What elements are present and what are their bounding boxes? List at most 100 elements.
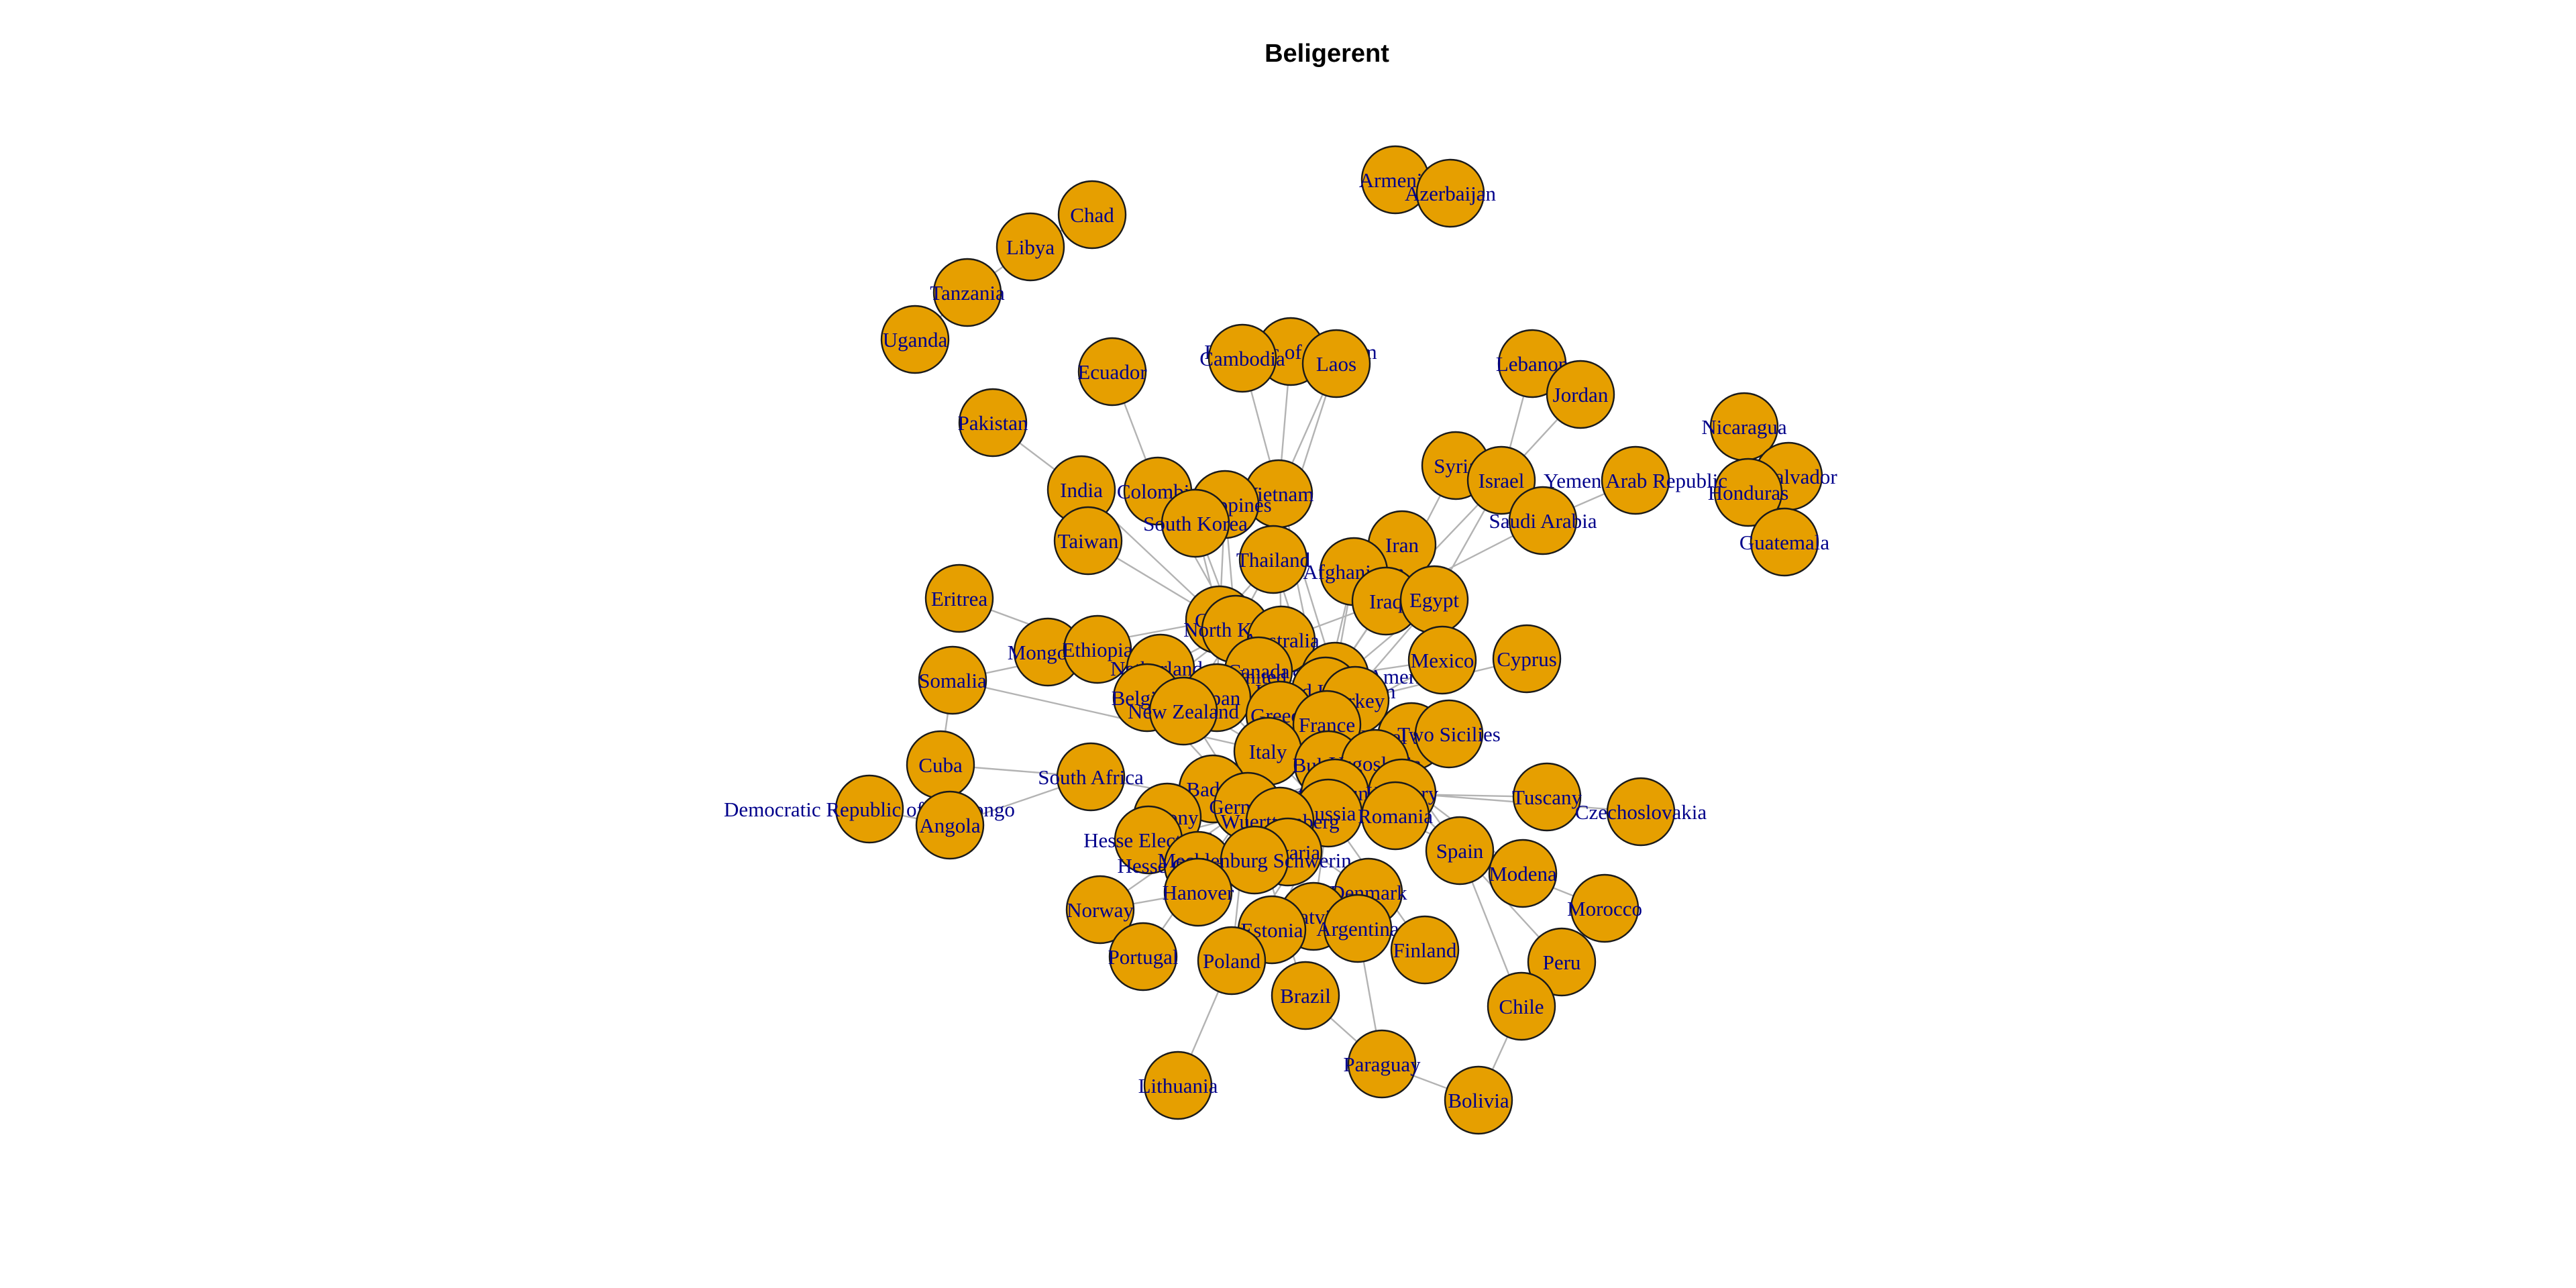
node-label: Lithuania	[1138, 1074, 1218, 1097]
node-spain: Spain	[1425, 816, 1495, 885]
node-circle	[996, 212, 1065, 282]
node-tanzania: Tanzania	[930, 258, 1005, 327]
node-circle	[1056, 742, 1126, 812]
node-label: Jordan	[1553, 383, 1609, 407]
node-label: Guatemala	[1739, 531, 1830, 554]
node-yemen-arab-republic: Yemen Arab Republic	[1544, 445, 1727, 515]
node-iraq: Iraq	[1351, 566, 1421, 636]
node-label: Cambodia	[1199, 347, 1285, 370]
node-ethiopia: Ethiopia	[1062, 614, 1133, 684]
node-peru: Peru	[1527, 927, 1597, 997]
node-guatemala: Guatemala	[1739, 507, 1830, 577]
node-ecuador: Ecuador	[1077, 337, 1147, 407]
node-label: Nicaragua	[1701, 415, 1787, 439]
node-label: Uganda	[883, 328, 948, 352]
node-label: Italy	[1249, 740, 1287, 763]
node-label: Tanzania	[930, 281, 1005, 305]
node-circle	[1063, 614, 1132, 684]
node-label: Spain	[1436, 839, 1484, 863]
node-finland: Finland	[1390, 915, 1460, 985]
node-south-korea: South Korea	[1143, 488, 1248, 558]
node-circle	[1161, 488, 1230, 558]
node-label: Thailand	[1236, 548, 1311, 572]
node-circle	[958, 388, 1028, 458]
node-romania: Romania	[1358, 781, 1433, 851]
node-circle	[880, 305, 950, 374]
node-label: Modena	[1489, 862, 1557, 885]
node-label: Paraguay	[1343, 1053, 1421, 1076]
node-circle	[1323, 894, 1393, 963]
node-label: Eritrea	[931, 587, 988, 610]
node-label: Ecuador	[1077, 360, 1147, 384]
node-label: Hanover	[1163, 881, 1234, 904]
node-cambodia: Cambodia	[1199, 323, 1285, 393]
node-label: Cyprus	[1497, 647, 1557, 671]
node-label: New Zealand	[1128, 700, 1240, 723]
node-label: Israel	[1479, 469, 1525, 492]
node-circle	[1527, 927, 1597, 997]
node-label: Romania	[1358, 804, 1433, 828]
node-circle	[1546, 360, 1615, 429]
node-circle	[1238, 525, 1308, 594]
node-brazil: Brazil	[1271, 961, 1340, 1030]
node-libya: Libya	[996, 212, 1065, 282]
node-circle	[1414, 699, 1484, 769]
node-circle	[1750, 507, 1819, 577]
node-label: Laos	[1316, 352, 1356, 376]
node-mexico: Mexico	[1407, 625, 1477, 695]
node-jordan: Jordan	[1546, 360, 1615, 429]
node-lithuania: Lithuania	[1138, 1051, 1218, 1120]
node-label: Cuba	[918, 753, 963, 777]
node-modena: Modena	[1488, 839, 1558, 908]
node-circle	[1425, 816, 1495, 885]
node-circle	[1053, 506, 1123, 576]
node-circle	[1108, 922, 1178, 991]
node-argentina: Argentina	[1316, 894, 1399, 963]
node-circle	[1197, 926, 1267, 996]
node-circle	[1077, 337, 1147, 407]
node-somalia: Somalia	[918, 645, 987, 715]
node-circle	[1512, 762, 1582, 832]
node-label: Honduras	[1708, 481, 1789, 504]
node-circle	[1487, 971, 1556, 1041]
node-label: Taiwan	[1058, 529, 1119, 553]
node-label: South Africa	[1038, 765, 1144, 789]
node-circle	[835, 774, 904, 844]
node-cyprus: Cyprus	[1492, 624, 1562, 694]
node-circle	[1606, 777, 1676, 847]
node-circle	[1492, 624, 1562, 694]
node-pakistan: Pakistan	[957, 388, 1028, 458]
node-two-sicilies: Two Sicilies	[1397, 699, 1501, 769]
node-label: Morocco	[1567, 897, 1642, 920]
edge-italy-somalia	[952, 679, 1269, 753]
node-circle	[1271, 961, 1340, 1030]
node-circle	[1570, 873, 1640, 943]
node-label: Argentina	[1316, 917, 1399, 941]
node-label: Two Sicilies	[1397, 722, 1501, 746]
node-circle	[1390, 915, 1460, 985]
node-circle	[1208, 323, 1277, 393]
node-circle	[1301, 329, 1371, 398]
node-portugal: Portugal	[1108, 922, 1179, 991]
node-label: South Korea	[1143, 512, 1248, 535]
node-egypt: Egypt	[1399, 565, 1469, 635]
node-laos: Laos	[1301, 329, 1371, 398]
node-label: Iran	[1385, 533, 1419, 557]
node-tuscany: Tuscany	[1512, 762, 1582, 832]
node-uganda: Uganda	[880, 305, 950, 374]
node-bolivia: Bolivia	[1444, 1065, 1513, 1135]
node-circle	[1508, 486, 1578, 555]
node-label: Finland	[1393, 938, 1457, 962]
node-new-zealand: New Zealand	[1128, 676, 1240, 746]
node-south-africa: South Africa	[1038, 742, 1144, 812]
node-label: Bolivia	[1448, 1089, 1509, 1112]
node-label: Egypt	[1409, 588, 1459, 612]
node-honduras: Honduras	[1708, 458, 1789, 527]
node-poland: Poland	[1197, 926, 1267, 996]
node-label: Chad	[1070, 203, 1114, 227]
node-circle	[1601, 445, 1670, 515]
node-label: Yemen Arab Republic	[1544, 469, 1727, 492]
node-label: Peru	[1543, 951, 1581, 974]
node-czechoslovakia: Czechoslovakia	[1575, 777, 1707, 847]
